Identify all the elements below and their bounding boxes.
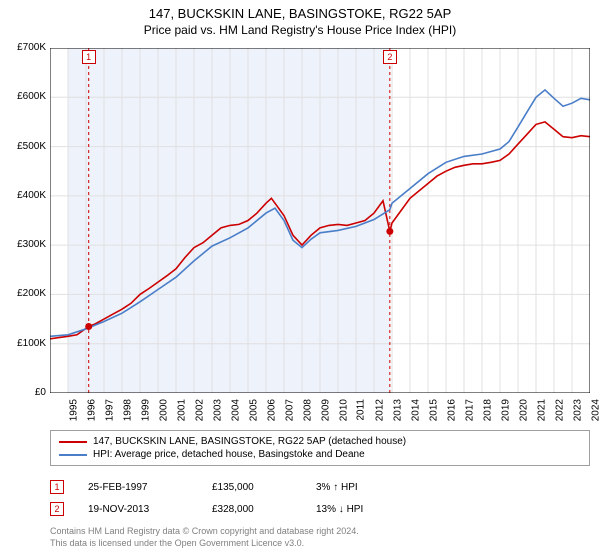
transaction-row: 1 25-FEB-1997 £135,000 3% ↑ HPI — [50, 476, 590, 498]
legend-box: 147, BUCKSKIN LANE, BASINGSTOKE, RG22 5A… — [50, 430, 590, 466]
x-axis-label: 2000 — [158, 399, 169, 421]
x-axis-label: 1995 — [68, 399, 79, 421]
x-axis-label: 2015 — [428, 399, 439, 421]
x-axis-label: 2009 — [320, 399, 331, 421]
y-axis-label: £0 — [2, 387, 46, 398]
credit-text: Contains HM Land Registry data © Crown c… — [50, 526, 590, 549]
legend-row: HPI: Average price, detached house, Basi… — [59, 448, 581, 461]
transaction-marker-icon: 2 — [50, 502, 64, 516]
x-axis-label: 2001 — [176, 399, 187, 421]
x-axis-label: 2006 — [266, 399, 277, 421]
y-axis-label: £600K — [2, 91, 46, 102]
x-axis-label: 2014 — [410, 399, 421, 421]
legend-label: 147, BUCKSKIN LANE, BASINGSTOKE, RG22 5A… — [93, 436, 406, 447]
y-axis-label: £500K — [2, 141, 46, 152]
transaction-price: £328,000 — [212, 504, 292, 515]
y-axis-label: £100K — [2, 338, 46, 349]
x-axis-label: 2018 — [482, 399, 493, 421]
x-axis-label: 2017 — [464, 399, 475, 421]
x-axis-label: 1996 — [86, 399, 97, 421]
legend-and-footer: 147, BUCKSKIN LANE, BASINGSTOKE, RG22 5A… — [50, 430, 590, 549]
chart-container: 147, BUCKSKIN LANE, BASINGSTOKE, RG22 5A… — [0, 0, 600, 560]
x-axis-label: 2003 — [212, 399, 223, 421]
x-axis-label: 2020 — [518, 399, 529, 421]
legend-swatch — [59, 454, 87, 456]
x-axis-label: 2007 — [284, 399, 295, 421]
y-axis-label: £200K — [2, 288, 46, 299]
chart-plot-area: £0£100K£200K£300K£400K£500K£600K£700K199… — [50, 48, 590, 393]
x-axis-label: 1999 — [140, 399, 151, 421]
y-axis-label: £700K — [2, 42, 46, 53]
transactions-table: 1 25-FEB-1997 £135,000 3% ↑ HPI 2 19-NOV-2013… — [50, 476, 590, 520]
credit-line1: Contains HM Land Registry data © Crown c… — [50, 526, 590, 538]
legend-swatch — [59, 441, 87, 443]
transaction-price: £135,000 — [212, 482, 292, 493]
x-axis-label: 2019 — [500, 399, 511, 421]
transaction-marker-2: 2 — [383, 50, 397, 64]
x-axis-label: 2021 — [536, 399, 547, 421]
chart-title-address: 147, BUCKSKIN LANE, BASINGSTOKE, RG22 5A… — [0, 0, 600, 21]
chart-svg — [50, 48, 590, 393]
credit-line2: This data is licensed under the Open Gov… — [50, 538, 590, 550]
transaction-date: 19-NOV-2013 — [88, 504, 188, 515]
y-axis-label: £400K — [2, 190, 46, 201]
transaction-delta: 13% ↓ HPI — [316, 504, 416, 515]
legend-label: HPI: Average price, detached house, Basi… — [93, 449, 365, 460]
x-axis-label: 2024 — [590, 399, 600, 421]
x-axis-label: 1998 — [122, 399, 133, 421]
x-axis-label: 2004 — [230, 399, 241, 421]
x-axis-label: 1997 — [104, 399, 115, 421]
x-axis-label: 2008 — [302, 399, 313, 421]
x-axis-label: 2022 — [554, 399, 565, 421]
x-axis-label: 2016 — [446, 399, 457, 421]
x-axis-label: 2010 — [338, 399, 349, 421]
transaction-marker-icon: 1 — [50, 480, 64, 494]
transaction-row: 2 19-NOV-2013 £328,000 13% ↓ HPI — [50, 498, 590, 520]
transaction-date: 25-FEB-1997 — [88, 482, 188, 493]
chart-subtitle: Price paid vs. HM Land Registry's House … — [0, 21, 600, 37]
x-axis-label: 2023 — [572, 399, 583, 421]
x-axis-label: 2002 — [194, 399, 205, 421]
transaction-marker-1: 1 — [82, 50, 96, 64]
x-axis-label: 2005 — [248, 399, 259, 421]
legend-row: 147, BUCKSKIN LANE, BASINGSTOKE, RG22 5A… — [59, 435, 581, 448]
transaction-delta: 3% ↑ HPI — [316, 482, 416, 493]
x-axis-label: 2012 — [374, 399, 385, 421]
x-axis-label: 2011 — [356, 399, 367, 421]
y-axis-label: £300K — [2, 239, 46, 250]
x-axis-label: 2013 — [392, 399, 403, 421]
